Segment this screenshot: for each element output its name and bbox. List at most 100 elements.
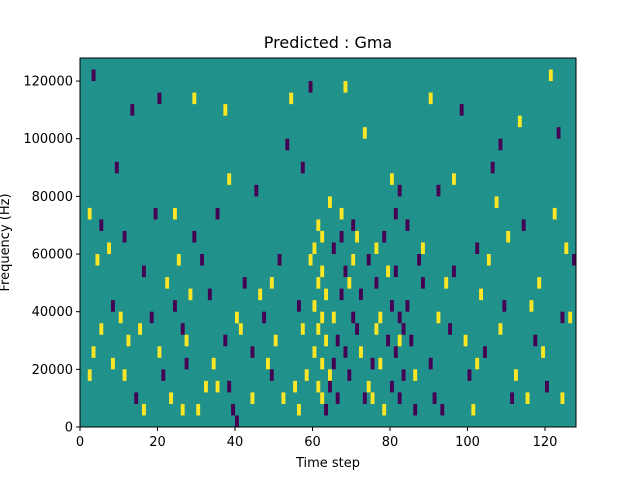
heatmap-cell-low bbox=[215, 207, 220, 220]
heatmap-cell-low bbox=[405, 219, 410, 231]
heatmap-cell-high bbox=[180, 403, 185, 416]
x-tick-label: 0 bbox=[76, 435, 84, 450]
heatmap-cell-high bbox=[537, 277, 542, 289]
heatmap-cells bbox=[87, 69, 576, 427]
heatmap-cell-low bbox=[331, 242, 336, 255]
heatmap-cell-low bbox=[328, 380, 332, 393]
heatmap-cell-high bbox=[366, 380, 371, 393]
heatmap-cell-high bbox=[320, 357, 325, 370]
heatmap-cell-high bbox=[452, 173, 456, 185]
heatmap-cell-low bbox=[483, 346, 487, 358]
heatmap-cell-high bbox=[320, 392, 325, 404]
heatmap-cell-low bbox=[114, 161, 119, 174]
heatmap-cell-high bbox=[552, 207, 557, 220]
heatmap-cell-low bbox=[490, 161, 495, 174]
heatmap-cell-high bbox=[328, 369, 332, 381]
heatmap-cell-low bbox=[223, 334, 228, 347]
heatmap-cell-high bbox=[176, 254, 181, 266]
heatmap-cell-high bbox=[347, 277, 352, 289]
y-tick-label: 0 bbox=[65, 421, 73, 436]
heatmap-cell-high bbox=[281, 392, 286, 404]
heatmap-background bbox=[80, 58, 576, 427]
heatmap-cell-low bbox=[386, 334, 390, 347]
heatmap-cell-low bbox=[122, 230, 127, 243]
y-tick-label: 20000 bbox=[32, 363, 73, 378]
y-tick-label: 100000 bbox=[23, 132, 73, 147]
heatmap-cell-high bbox=[215, 380, 220, 393]
heatmap-cell-low bbox=[300, 161, 305, 174]
heatmap-cell-low bbox=[134, 392, 139, 404]
heatmap-cell-low bbox=[362, 392, 367, 404]
heatmap-cell-high bbox=[238, 323, 243, 335]
heatmap-cell-high bbox=[297, 403, 301, 416]
heatmap-cell-low bbox=[269, 369, 274, 381]
heatmap-cell-low bbox=[331, 357, 336, 370]
heatmap-cell-low bbox=[99, 219, 104, 231]
heatmap-cell-high bbox=[351, 254, 356, 266]
heatmap-cell-high bbox=[312, 242, 317, 255]
heatmap-cell-high bbox=[269, 277, 274, 289]
heatmap-cell-high bbox=[560, 392, 565, 404]
y-tick-label: 80000 bbox=[32, 190, 73, 205]
x-tick-label: 120 bbox=[533, 435, 558, 450]
heatmap-cell-low bbox=[393, 265, 398, 278]
heatmap-cell-high bbox=[506, 230, 511, 243]
heatmap-cell-low bbox=[277, 254, 282, 266]
heatmap-cell-high bbox=[235, 311, 239, 324]
heatmap-cell-high bbox=[99, 323, 104, 335]
heatmap-cell-high bbox=[320, 265, 325, 278]
heatmap-cell-high bbox=[525, 392, 530, 404]
heatmap-cell-high bbox=[324, 288, 328, 301]
heatmap-cell-low bbox=[130, 104, 135, 116]
heatmap-cell-low bbox=[417, 254, 421, 266]
heatmap-cell-high bbox=[362, 127, 367, 139]
heatmap-cell-high bbox=[390, 173, 394, 185]
heatmap-cell-low bbox=[343, 346, 348, 358]
heatmap-cell-high bbox=[548, 69, 553, 82]
heatmap-cell-high bbox=[444, 277, 449, 289]
heatmap-cell-high bbox=[142, 403, 146, 416]
heatmap-cell-high bbox=[312, 300, 317, 312]
heatmap-cell-low bbox=[428, 357, 433, 370]
heatmap-cell-high bbox=[463, 334, 468, 347]
heatmap-cell-low bbox=[339, 288, 344, 301]
heatmap-cell-high bbox=[359, 346, 363, 358]
heatmap-cell-low bbox=[370, 357, 375, 370]
heatmap-cell-low bbox=[475, 242, 480, 255]
heatmap-cell-low bbox=[397, 392, 402, 404]
x-tick-label: 80 bbox=[382, 435, 399, 450]
heatmap-cell-low bbox=[436, 184, 441, 197]
heatmap-cell-high bbox=[486, 254, 491, 266]
heatmap-cell-high bbox=[188, 288, 193, 301]
heatmap-cell-low bbox=[393, 346, 398, 358]
heatmap-cell-low bbox=[390, 300, 394, 312]
heatmap-cell-high bbox=[300, 323, 305, 335]
heatmap-cell-high bbox=[91, 346, 96, 358]
heatmap-cell-low bbox=[413, 403, 418, 416]
heatmap-cell-high bbox=[316, 219, 321, 231]
heatmap-cell-low bbox=[374, 277, 379, 289]
heatmap-cell-high bbox=[514, 369, 518, 381]
heatmap-cell-low bbox=[440, 403, 445, 416]
heatmap-cell-high bbox=[138, 323, 142, 335]
plot-frame bbox=[79, 57, 577, 428]
heatmap-cell-high bbox=[320, 311, 325, 324]
heatmap-cell-high bbox=[126, 334, 131, 347]
heatmap-cell-low bbox=[533, 334, 538, 347]
heatmap-cell-low bbox=[397, 184, 402, 197]
heatmap-cell-low bbox=[111, 300, 115, 312]
heatmap-cell-high bbox=[479, 288, 483, 301]
heatmap-cell-high bbox=[227, 173, 232, 185]
heatmap-cell-low bbox=[397, 311, 402, 324]
heatmap-cell-high bbox=[293, 380, 297, 393]
heatmap-cell-high bbox=[397, 334, 402, 347]
heatmap-cell-low bbox=[452, 265, 456, 278]
heatmap-cell-low bbox=[157, 92, 162, 105]
heatmap-cell-high bbox=[308, 254, 313, 266]
y-tick-label: 60000 bbox=[32, 248, 73, 263]
heatmap-cell-high bbox=[258, 288, 263, 301]
heatmap-cell-low bbox=[393, 207, 398, 220]
heatmap-cell-low bbox=[161, 369, 166, 381]
